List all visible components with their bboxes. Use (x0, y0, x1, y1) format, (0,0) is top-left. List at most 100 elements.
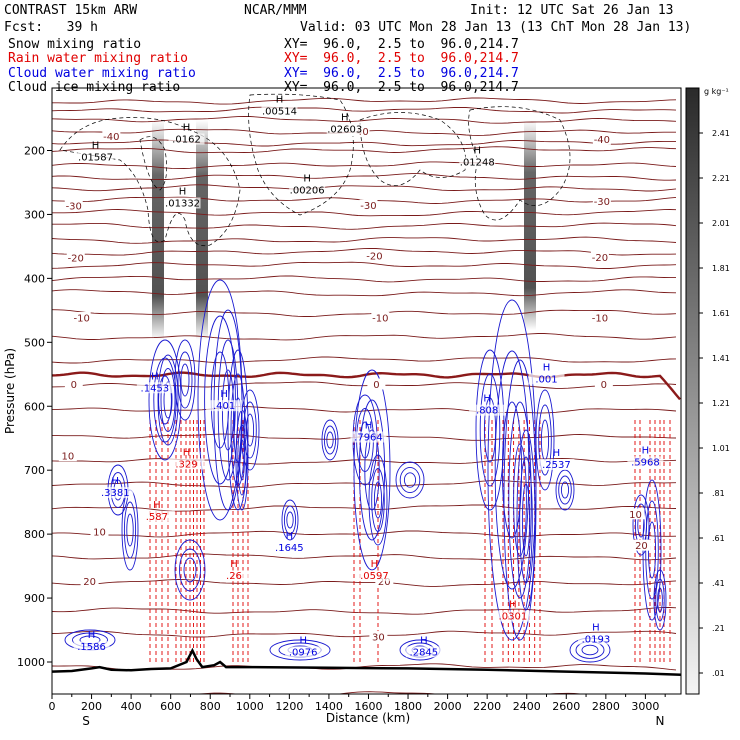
cloud-water-contour (174, 539, 206, 601)
cloud-water-contour (560, 481, 570, 499)
temperature-label: -10 (592, 314, 608, 325)
extremum-value: .7964 (354, 432, 383, 443)
extremum-label-bg (285, 646, 322, 658)
extremum-marker: H (474, 146, 482, 157)
x-tick-label: 600 (160, 700, 181, 713)
cloud-water-contour (540, 419, 550, 461)
extremum-label-bg (528, 373, 565, 385)
isotherm (52, 275, 676, 283)
cloud-water-contour (126, 513, 134, 547)
field-xy-snow: XY= 96.0, 2.5 to 96.0,214.7 (284, 37, 519, 52)
extremum-marker: H (341, 112, 349, 123)
ice-contour (139, 136, 167, 191)
cloud-water-contour (503, 359, 537, 641)
isotherm (190, 691, 586, 694)
temperature-label-bg (590, 312, 609, 324)
extremum-value: .1586 (77, 642, 106, 653)
extremum-label-bg (326, 123, 363, 135)
y-tick-label: 900 (24, 592, 45, 605)
extremum-value: .00514 (262, 106, 297, 117)
temperature-label: 30 (372, 633, 385, 644)
temperature-label-bg (594, 378, 613, 390)
colorbar: 2.41 2.21 2.01 1.81 1.61 1.41 1.21 1.01 .81 .61 .4… (685, 87, 730, 695)
isotherm (52, 236, 677, 244)
isotherm (52, 115, 677, 124)
isotherm (52, 161, 677, 170)
cloud-water-contour (399, 466, 421, 494)
temperature-label: 0 (373, 380, 379, 391)
isotherm (52, 356, 677, 364)
y-tick-label: 400 (24, 272, 45, 285)
extremum-label-bg (215, 570, 252, 582)
extremum-marker: H (543, 362, 551, 373)
colorbar-label: .61 (712, 534, 725, 543)
cloud-water-contour (227, 349, 249, 511)
cloud-water-contour (245, 413, 255, 447)
temperature-label: -10 (73, 314, 89, 325)
extremum-value: .01587 (78, 152, 113, 163)
extremum-marker: H (183, 447, 191, 458)
cloud-water-contour (368, 454, 388, 546)
temperature-label-bg (367, 378, 386, 390)
temperature-label: -40 (594, 135, 610, 146)
isotherm (52, 247, 677, 256)
extremum-value: .2537 (542, 460, 571, 471)
temperature-label-bg (90, 526, 109, 538)
cloud-water-contour (283, 505, 297, 535)
isotherm (52, 406, 677, 414)
extremum-label-bg (577, 633, 614, 645)
extremum-marker: H (88, 630, 96, 641)
cloud-water-contour (281, 499, 299, 541)
cloud-water-contour (655, 578, 665, 622)
cloud-water-contour (230, 373, 246, 487)
extremum-marker: H (286, 531, 294, 542)
cloud-water-contour (240, 389, 260, 471)
isotherm (52, 184, 677, 192)
y-tick-label: 500 (24, 336, 45, 349)
extremum-marker: H (553, 448, 561, 459)
y-tick-label: 600 (24, 400, 45, 413)
cloud-water-contour (286, 511, 294, 529)
temperature-label-bg (369, 631, 388, 643)
cloud-water-contour (177, 351, 193, 409)
isotherm (52, 209, 677, 217)
extremum-label-bg (350, 431, 387, 443)
x-axis-south-label: S (82, 714, 90, 728)
extremum-value: .5968 (631, 457, 660, 468)
temperature-label-bg (626, 508, 645, 520)
temperature-label: -30 (360, 201, 376, 212)
plot-frame (51, 87, 682, 695)
contour-labels: -40-40-40-30-30-30-20-20-20-10-10-100001… (58, 94, 664, 658)
extremum-value: .0301 (499, 612, 528, 623)
field-xy-cloud-water: XY= 96.0, 2.5 to 96.0,214.7 (284, 66, 519, 81)
temperature-label: -20 (366, 251, 382, 262)
extremum-label-bg (356, 570, 393, 582)
cloud-water-contour (535, 389, 555, 491)
cloud-water-contour (403, 472, 417, 488)
extremum-value: .587 (146, 512, 168, 523)
temperature-label: 20 (83, 577, 96, 588)
temperature-label-bg (592, 195, 611, 207)
ice-contour (359, 112, 467, 186)
extremum-value: .329 (175, 459, 197, 470)
extremum-marker: H (112, 476, 120, 487)
isotherm (52, 309, 677, 317)
extremum-marker: H (592, 623, 600, 634)
temperature-label: 10 (61, 452, 74, 463)
cloud-water-contour (558, 475, 572, 505)
extremum-label-bg (405, 646, 442, 658)
temperature-label: -20 (592, 253, 608, 264)
isotherm (52, 553, 677, 561)
cloud-water-contour (326, 431, 334, 449)
extremum-value: .0193 (582, 635, 611, 646)
temperature-label: 20 (635, 541, 648, 552)
org-label: NCAR/MMM (244, 3, 307, 18)
cloud-water-contour (163, 381, 173, 419)
x-tick-label: 1600 (354, 700, 382, 713)
cloud-water-contour (508, 401, 532, 599)
colorbar-label: 2.01 (712, 219, 730, 228)
axes: 0 200 400 600 800 1000 1200 1400 1600 1800 2000 220… (17, 145, 666, 713)
temperature-label: 10 (93, 528, 106, 539)
extremum-marker: H (365, 420, 373, 431)
cloud-water-contour (158, 375, 172, 425)
